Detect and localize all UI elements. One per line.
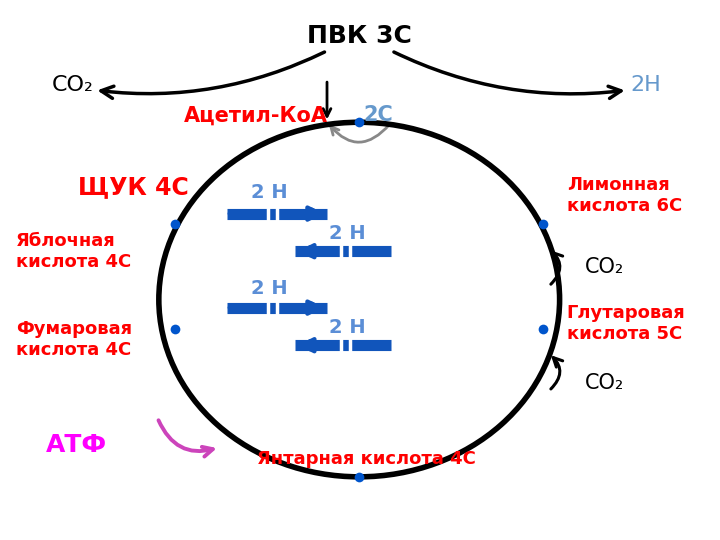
- Text: 2Н: 2Н: [630, 75, 661, 94]
- Text: 2 H: 2 H: [329, 224, 365, 243]
- Text: Ацетил-КоА: Ацетил-КоА: [184, 105, 328, 125]
- Text: ЩУК 4С: ЩУК 4С: [78, 175, 189, 199]
- Text: 2 H: 2 H: [251, 279, 288, 298]
- Text: 2С: 2С: [364, 105, 393, 125]
- Text: 2 H: 2 H: [251, 183, 288, 202]
- Text: Лимонная
кислота 6С: Лимонная кислота 6С: [567, 177, 682, 215]
- Text: Фумаровая
кислота 4С: Фумаровая кислота 4С: [16, 320, 132, 359]
- Text: CO₂: CO₂: [585, 258, 624, 278]
- Text: ПВК 3С: ПВК 3С: [307, 24, 412, 48]
- Text: 2 H: 2 H: [329, 318, 365, 337]
- Text: Яблочная
кислота 4С: Яблочная кислота 4С: [16, 232, 131, 271]
- Text: Янтарная кислота 4С: Янтарная кислота 4С: [257, 450, 476, 468]
- Text: АТФ: АТФ: [46, 433, 107, 457]
- Text: CO₂: CO₂: [52, 75, 94, 94]
- Text: Глутаровая
кислота 5С: Глутаровая кислота 5С: [567, 305, 685, 343]
- Text: CO₂: CO₂: [585, 373, 624, 393]
